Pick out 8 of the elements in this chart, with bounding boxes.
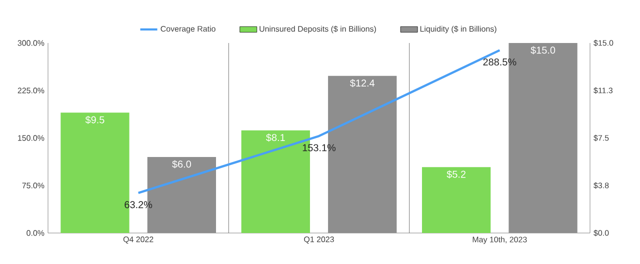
bar	[422, 167, 491, 233]
data-label: 288.5%	[483, 58, 516, 66]
data-label: $6.0	[172, 160, 192, 168]
data-label: $12.4	[350, 79, 375, 88]
data-label: $8.1	[266, 134, 285, 142]
data-label: $15.0	[530, 46, 556, 54]
data-label: $5.2	[446, 170, 466, 178]
data-label: $9.5	[85, 116, 104, 124]
